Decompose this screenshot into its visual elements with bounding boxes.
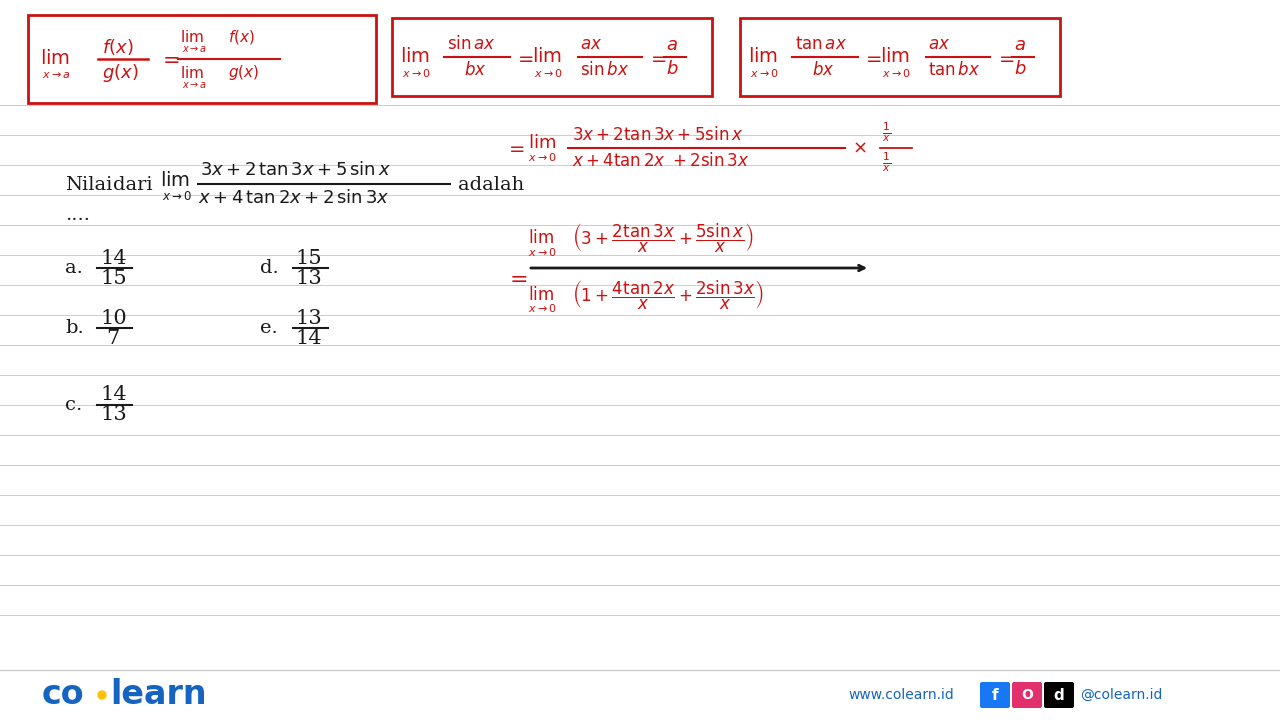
Text: d.: d. [260, 259, 279, 277]
Text: $a$: $a$ [666, 36, 678, 54]
Text: @colearn.id: @colearn.id [1080, 688, 1162, 702]
Text: $x + 4\,\mathrm{tan}\,2x + 2\,\mathrm{sin}\,3x$: $x + 4\,\mathrm{tan}\,2x + 2\,\mathrm{si… [198, 189, 389, 207]
Text: $=$: $=$ [157, 49, 179, 69]
Text: $x\to 0$: $x\to 0$ [529, 246, 557, 258]
Text: $x{\to}0$: $x{\to}0$ [534, 67, 563, 79]
Text: 10: 10 [100, 308, 127, 328]
Text: $x{\to}a$: $x{\to}a$ [42, 70, 70, 80]
Text: adalah: adalah [458, 176, 525, 194]
Text: $\times$: $\times$ [852, 139, 867, 157]
Text: $3x + 2\tan 3x + 5\sin x$: $3x + 2\tan 3x + 5\sin x$ [572, 126, 744, 144]
Text: $\sin bx$: $\sin bx$ [580, 61, 628, 79]
Text: $x{\to}a$: $x{\to}a$ [182, 44, 207, 54]
Text: f: f [992, 688, 998, 703]
Text: $b$: $b$ [1014, 60, 1027, 78]
Text: 13: 13 [294, 269, 321, 287]
Text: 13: 13 [294, 308, 321, 328]
Text: $=$: $=$ [861, 48, 882, 66]
Text: $x{\to}0$: $x{\to}0$ [402, 67, 431, 79]
Text: $g(x)$: $g(x)$ [102, 62, 138, 84]
Text: $ax$: $ax$ [928, 35, 950, 53]
Text: $3x + 2\,\mathrm{tan}\,3x + 5\,\mathrm{sin}\,x$: $3x + 2\,\mathrm{tan}\,3x + 5\,\mathrm{s… [200, 161, 392, 179]
Text: $=$: $=$ [646, 48, 667, 66]
Text: c.: c. [65, 396, 82, 414]
Text: $\tan ax$: $\tan ax$ [795, 35, 847, 53]
Text: $=$: $=$ [506, 268, 527, 288]
Text: $b$: $b$ [666, 60, 678, 78]
Text: ....: .... [65, 206, 90, 224]
Text: $\lim$: $\lim$ [529, 134, 556, 152]
Text: $\lim$: $\lim$ [881, 48, 910, 66]
Text: $\lim$: $\lim$ [529, 286, 554, 304]
Text: $x\to 0$: $x\to 0$ [529, 302, 557, 314]
Text: $\lim$: $\lim$ [532, 48, 562, 66]
Text: $bx$: $bx$ [465, 61, 486, 79]
Text: $\lim$: $\lim$ [529, 229, 554, 247]
Text: b.: b. [65, 319, 83, 337]
Text: $x{\to}0$: $x{\to}0$ [882, 67, 911, 79]
Text: $x + 4\tan 2x\ +2\sin 3x$: $x + 4\tan 2x\ +2\sin 3x$ [572, 152, 749, 170]
Text: $\lim$: $\lim$ [40, 50, 70, 68]
Circle shape [99, 691, 106, 699]
Text: $\sin ax$: $\sin ax$ [447, 35, 495, 53]
FancyBboxPatch shape [1012, 682, 1042, 708]
Text: $\left(3+\dfrac{2\tan 3x}{x}+\dfrac{5\sin x}{x}\right)$: $\left(3+\dfrac{2\tan 3x}{x}+\dfrac{5\si… [572, 221, 754, 255]
Text: 15: 15 [100, 269, 127, 287]
Text: $a$: $a$ [1014, 36, 1025, 54]
Text: $\lim$: $\lim$ [160, 171, 191, 189]
Text: a.: a. [65, 259, 83, 277]
Text: d: d [1053, 688, 1065, 703]
Text: $\lim$: $\lim$ [180, 29, 204, 45]
Text: $g(x)$: $g(x)$ [228, 63, 260, 83]
Text: O: O [1021, 688, 1033, 702]
Bar [740, 18, 1060, 96]
Text: $x\to 0$: $x\to 0$ [163, 189, 192, 202]
Text: $\frac{1}{x}$: $\frac{1}{x}$ [882, 150, 891, 174]
Text: $\lim$: $\lim$ [399, 48, 430, 66]
Text: $=$: $=$ [506, 138, 525, 158]
Text: 15: 15 [294, 248, 321, 268]
Text: 7: 7 [106, 328, 119, 348]
Text: $x{\to}a$: $x{\to}a$ [182, 80, 207, 90]
Text: $f(x)$: $f(x)$ [102, 37, 133, 57]
Text: 14: 14 [294, 328, 321, 348]
Text: $\frac{1}{x}$: $\frac{1}{x}$ [882, 120, 891, 144]
Text: $x\to 0$: $x\to 0$ [529, 151, 557, 163]
FancyBboxPatch shape [1044, 682, 1074, 708]
Text: 14: 14 [100, 385, 127, 405]
Text: $ax$: $ax$ [580, 35, 602, 53]
Text: $f(x)$: $f(x)$ [228, 28, 255, 46]
Text: www.colearn.id: www.colearn.id [849, 688, 954, 702]
Text: $=$: $=$ [515, 48, 534, 66]
Text: $=$: $=$ [995, 48, 1015, 66]
Bar [392, 18, 712, 96]
Text: e.: e. [260, 319, 278, 337]
Text: $bx$: $bx$ [812, 61, 835, 79]
Text: $\tan bx$: $\tan bx$ [928, 61, 980, 79]
Text: $x{\to}0$: $x{\to}0$ [750, 67, 778, 79]
FancyBboxPatch shape [980, 682, 1010, 708]
Text: 13: 13 [100, 405, 127, 425]
Text: learn: learn [110, 678, 206, 711]
Text: dari: dari [113, 176, 152, 194]
Text: Nilai: Nilai [65, 176, 113, 194]
Text: $\left(1+\dfrac{4\tan 2x}{x}+\dfrac{2\sin 3x}{x}\right)$: $\left(1+\dfrac{4\tan 2x}{x}+\dfrac{2\si… [572, 279, 764, 312]
Text: co: co [42, 678, 84, 711]
Text: 14: 14 [100, 248, 127, 268]
Text: $\lim$: $\lim$ [180, 65, 204, 81]
Bar [28, 15, 376, 103]
Text: $\lim$: $\lim$ [748, 48, 778, 66]
